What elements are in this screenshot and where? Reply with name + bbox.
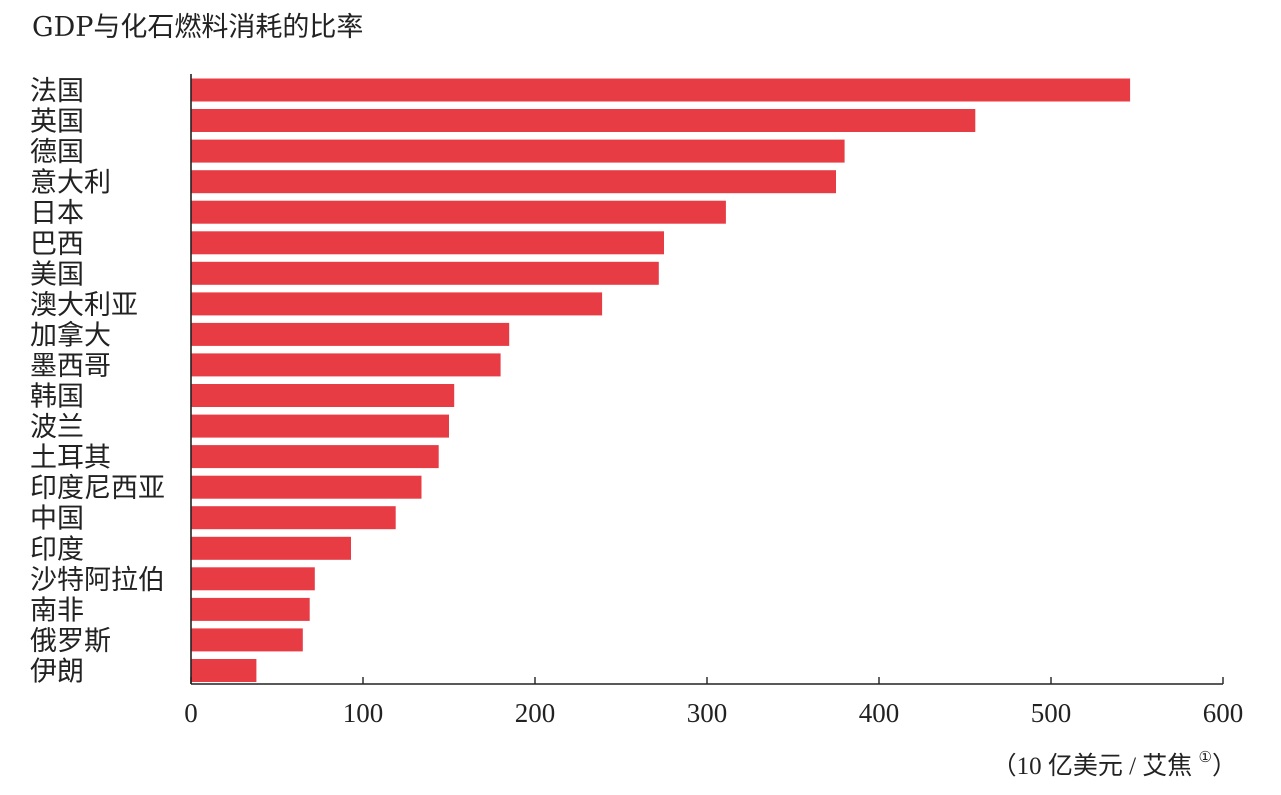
x-axis-label: （10 亿美元 / 艾焦 ①） [991,750,1237,780]
category-label-1: 英国 [30,107,84,138]
bar-13 [191,475,422,499]
bar-19 [191,659,257,682]
bar-8 [191,322,510,346]
category-label-6: 美国 [30,259,84,290]
x-axis-label-footnote-mark: ① [1198,750,1212,766]
category-labels-group: 法国英国德国意大利日本巴西美国澳大利亚加拿大墨西哥韩国波兰土耳其印度尼西亚中国印… [30,76,165,688]
x-tick-label-5: 500 [1031,698,1072,728]
x-ticks-group: 0 100 200 300 400 500 600 [184,677,1243,728]
category-label-0: 法国 [30,76,84,107]
x-tick-label-3: 300 [687,698,728,728]
x-tick-label-6: 600 [1203,698,1244,728]
x-tick-label-0: 0 [184,698,198,728]
category-label-19: 伊朗 [30,657,84,688]
category-label-13: 印度尼西亚 [30,473,165,504]
category-label-9: 墨西哥 [30,351,111,382]
bar-6 [191,261,659,285]
category-label-8: 加拿大 [30,320,111,351]
bar-14 [191,506,396,530]
bar-2 [191,139,845,163]
bar-17 [191,597,310,621]
x-axis-label-text: （10 亿美元 / 艾焦 [991,753,1193,780]
bar-3 [191,170,836,194]
category-label-2: 德国 [30,137,84,168]
bar-15 [191,536,351,560]
category-label-5: 巴西 [30,229,84,260]
bar-16 [191,567,315,591]
bar-5 [191,231,664,255]
x-tick-label-2: 200 [515,698,556,728]
bar-1 [191,109,976,132]
category-label-4: 日本 [30,198,84,229]
bar-0 [191,78,1131,102]
category-label-12: 土耳其 [30,443,111,474]
category-label-17: 南非 [30,595,84,626]
category-label-16: 沙特阿拉伯 [30,565,165,596]
bars-group [191,78,1131,682]
bar-11 [191,414,449,438]
bar-18 [191,628,303,652]
category-label-15: 印度 [30,534,84,565]
category-label-11: 波兰 [30,412,84,443]
bar-4 [191,200,726,224]
x-tick-label-4: 400 [859,698,900,728]
bar-7 [191,292,603,316]
category-label-14: 中国 [30,504,84,535]
chart-title: GDP与化石燃料消耗的比率 [32,12,364,43]
bar-10 [191,384,455,407]
category-label-3: 意大利 [30,168,111,199]
x-tick-label-1: 100 [343,698,384,728]
category-label-10: 韩国 [30,382,84,413]
category-label-7: 澳大利亚 [30,290,138,321]
bar-9 [191,353,501,377]
category-label-18: 俄罗斯 [30,626,111,657]
bar-12 [191,445,439,469]
